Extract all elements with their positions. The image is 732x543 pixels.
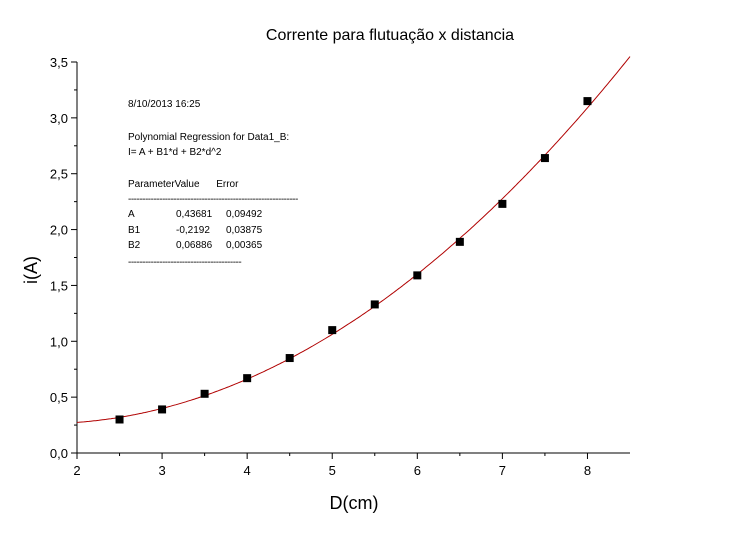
annotation-row-b2-value: 0,06886	[176, 240, 213, 251]
y-tick-label: 3,5	[50, 55, 68, 70]
y-tick-label: 2,0	[50, 223, 68, 238]
data-point	[498, 199, 507, 208]
axes: 2 3 4 5 6 7 8 0,0 0,5 1,0 1,5 2,0 2,5 3,0 3,5	[50, 55, 630, 478]
data-point	[540, 154, 549, 163]
annotation-rule-top: ----------------------------------------…	[128, 194, 298, 205]
data-point	[370, 300, 379, 309]
data-points-layer	[115, 97, 592, 424]
annotation-row-a-param: A	[128, 209, 135, 220]
y-tick-label: 2,5	[50, 167, 68, 182]
data-point	[158, 405, 167, 414]
annotation-row-b1-value: -0,2192	[176, 225, 210, 236]
x-tick-label: 3	[158, 463, 165, 478]
annotation-date: 8/10/2013 16:25	[128, 99, 201, 110]
x-tick-label: 8	[584, 463, 591, 478]
x-tick-label: 2	[73, 463, 80, 478]
data-point	[115, 415, 124, 424]
data-point	[583, 97, 592, 106]
x-axis-label: D(cm)	[330, 493, 379, 513]
annotation-row-a-error: 0,09492	[226, 209, 263, 220]
data-point	[328, 326, 337, 335]
y-tick-label: 0,5	[50, 390, 68, 405]
y-tick-label: 1,5	[50, 278, 68, 293]
annotation-title: Polynomial Regression for Data1_B:	[128, 132, 290, 143]
annotation-equation: I= A + B1*d + B2*d^2	[128, 147, 222, 158]
annotation-row-b2-param: B2	[128, 240, 141, 251]
x-tick-label: 7	[499, 463, 506, 478]
y-tick-label: 1,0	[50, 334, 68, 349]
x-tick-label: 6	[414, 463, 421, 478]
annotation-rule-bottom: ----------------------------------------	[128, 257, 242, 268]
data-point	[413, 271, 422, 280]
annotation-row-b2-error: 0,00365	[226, 240, 263, 251]
y-axis-label: i(A)	[21, 256, 41, 284]
annotation-row-b1-param: B1	[128, 225, 141, 236]
x-tick-label: 5	[329, 463, 336, 478]
y-tick-label: 3,0	[50, 111, 68, 126]
y-tick-label: 0,0	[50, 446, 68, 461]
fit-curve-layer	[76, 56, 631, 423]
annotation-row-b1-error: 0,03875	[226, 225, 263, 236]
x-tick-label: 4	[244, 463, 251, 478]
annotation-header: ParameterValue Error	[128, 179, 239, 190]
annotation-row-a-value: 0,43681	[176, 209, 213, 220]
data-point	[455, 237, 464, 246]
fit-curve	[76, 56, 631, 423]
chart-title: Corrente para flutuação x distancia	[266, 27, 514, 44]
data-point	[285, 354, 294, 363]
data-point	[243, 374, 252, 383]
data-point	[200, 389, 209, 398]
